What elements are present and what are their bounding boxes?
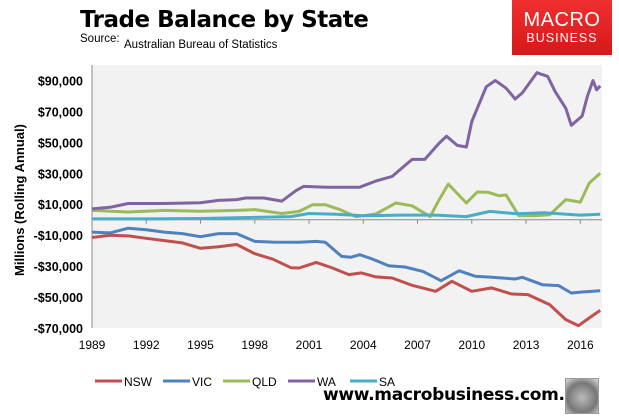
x-tick-label: 2010 xyxy=(458,338,485,352)
series-line-vic xyxy=(91,226,601,295)
macrobusiness-logo: MACRO BUSINESS xyxy=(512,0,612,55)
x-tick-label: 1998 xyxy=(241,338,268,352)
series-line-nsw xyxy=(91,233,602,328)
x-tick-label: 2013 xyxy=(513,338,540,352)
legend-label-qld: QLD xyxy=(252,375,277,389)
source-label: Source: xyxy=(80,33,120,45)
y-tick-label: -$70,000 xyxy=(34,322,83,336)
x-tick-label: 2004 xyxy=(350,338,377,352)
y-tick-label: $70,000 xyxy=(38,105,83,119)
logo-line-2: BUSINESS xyxy=(526,31,598,45)
plot-area xyxy=(92,65,602,328)
legend-label-nsw: NSW xyxy=(124,375,153,389)
y-tick-label: -$10,000 xyxy=(34,229,83,243)
wolf-logo-image xyxy=(565,378,599,414)
source-text: Australian Bureau of Statistics xyxy=(124,39,278,51)
x-tick-label: 2016 xyxy=(567,338,594,352)
legend-label-sa: SA xyxy=(379,375,395,389)
y-tick-label: $10,000 xyxy=(38,198,83,212)
x-tick-label: 1989 xyxy=(79,338,106,352)
y-axis-label: Millions (Rolling Annual) xyxy=(12,124,27,276)
y-tick-label: $90,000 xyxy=(38,74,83,88)
logo-line-1: MACRO xyxy=(523,9,601,31)
y-tick-label: -$50,000 xyxy=(34,291,83,305)
y-tick-label: $50,000 xyxy=(38,136,83,150)
x-tick-label: 2001 xyxy=(296,338,323,352)
series-line-qld xyxy=(91,172,602,219)
x-tick-label: 1995 xyxy=(187,338,214,352)
legend-label-wa: WA xyxy=(317,375,336,389)
website-text: www.macrobusiness.com.au xyxy=(323,385,588,405)
x-tick-label: 2007 xyxy=(404,338,431,352)
x-tick-label: 1992 xyxy=(133,338,160,352)
series-line-wa xyxy=(91,71,602,211)
series-line-sa xyxy=(92,209,601,221)
chart-title: Trade Balance by State xyxy=(80,7,369,33)
legend-label-vic: VIC xyxy=(192,375,212,389)
y-tick-label: -$30,000 xyxy=(34,260,83,274)
y-tick-label: $30,000 xyxy=(38,167,83,181)
